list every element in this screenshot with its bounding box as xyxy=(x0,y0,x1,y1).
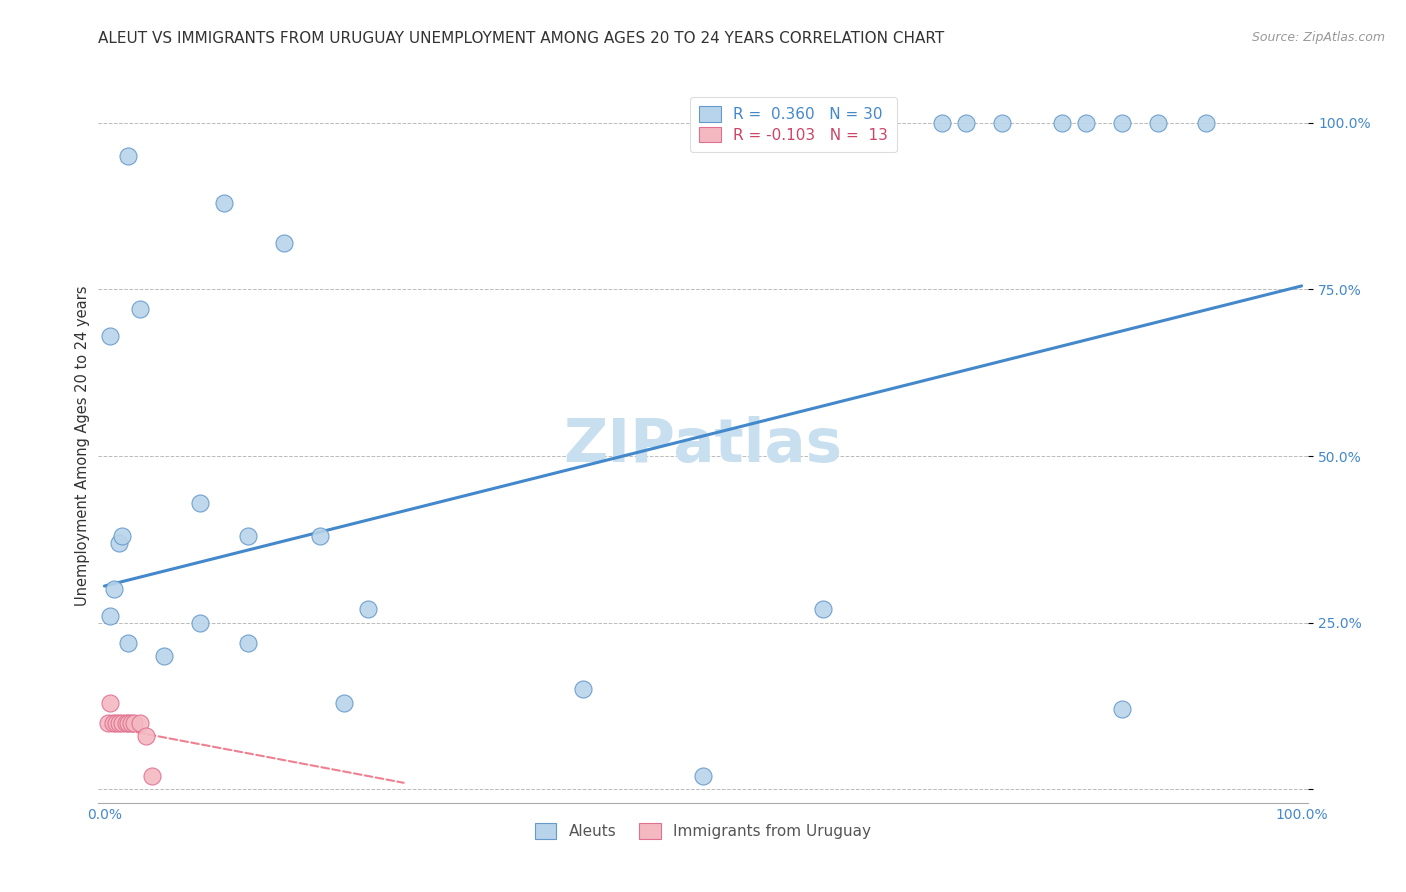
Point xyxy=(1111,702,1133,716)
Point xyxy=(117,636,139,650)
Point xyxy=(572,682,595,697)
Point xyxy=(236,636,259,650)
Point xyxy=(100,329,122,343)
Point xyxy=(103,582,125,597)
Point xyxy=(107,535,129,549)
Point xyxy=(188,496,211,510)
Point xyxy=(1195,115,1218,129)
Point xyxy=(111,529,134,543)
Point xyxy=(955,115,977,129)
Point xyxy=(1074,115,1097,129)
Point xyxy=(100,696,122,710)
Legend: Aleuts, Immigrants from Uruguay: Aleuts, Immigrants from Uruguay xyxy=(529,817,877,845)
Point xyxy=(811,602,834,616)
Text: ALEUT VS IMMIGRANTS FROM URUGUAY UNEMPLOYMENT AMONG AGES 20 TO 24 YEARS CORRELAT: ALEUT VS IMMIGRANTS FROM URUGUAY UNEMPLO… xyxy=(98,31,945,46)
Point xyxy=(309,529,332,543)
Point xyxy=(107,715,129,730)
Point xyxy=(141,769,163,783)
Point xyxy=(188,615,211,630)
Point xyxy=(273,235,295,250)
Point xyxy=(124,715,146,730)
Point xyxy=(357,602,380,616)
Point xyxy=(236,529,259,543)
Point xyxy=(129,715,152,730)
Point xyxy=(97,715,120,730)
Point xyxy=(153,649,176,664)
Point xyxy=(135,729,157,743)
Point xyxy=(100,609,122,624)
Point xyxy=(1111,115,1133,129)
Point xyxy=(117,715,139,730)
Text: Source: ZipAtlas.com: Source: ZipAtlas.com xyxy=(1251,31,1385,45)
Point xyxy=(101,715,124,730)
Point xyxy=(1147,115,1170,129)
Point xyxy=(991,115,1014,129)
Point xyxy=(120,715,142,730)
Point xyxy=(333,696,356,710)
Point xyxy=(117,149,139,163)
Point xyxy=(1050,115,1073,129)
Point xyxy=(931,115,953,129)
Point xyxy=(212,195,235,210)
Point xyxy=(105,715,128,730)
Point xyxy=(111,715,134,730)
Point xyxy=(129,302,152,317)
Y-axis label: Unemployment Among Ages 20 to 24 years: Unemployment Among Ages 20 to 24 years xyxy=(75,285,90,607)
Text: ZIPatlas: ZIPatlas xyxy=(564,417,842,475)
Point xyxy=(115,715,138,730)
Point xyxy=(692,769,714,783)
